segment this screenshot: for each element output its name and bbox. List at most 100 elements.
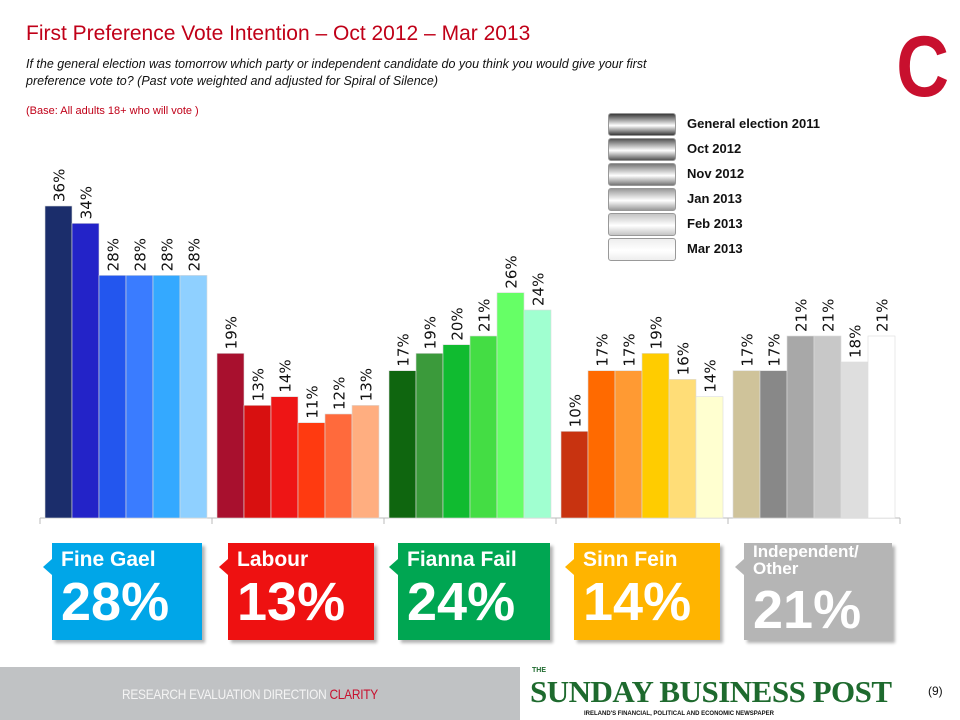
party-name: Fine Gael	[61, 548, 156, 571]
party-percent: 14%	[583, 572, 692, 632]
data-label: 14%	[277, 359, 295, 392]
bar	[523, 309, 552, 519]
data-label: 17%	[739, 333, 757, 366]
legend-item: General election 2011	[607, 112, 871, 137]
data-label: 17%	[594, 333, 612, 366]
question-text: If the general election was tomorrow whi…	[26, 57, 647, 88]
data-label: 14%	[702, 359, 720, 392]
bar	[179, 275, 208, 519]
publisher-logo: SUNDAY BUSINESS POST	[530, 674, 892, 709]
bar	[732, 370, 761, 519]
summary-box: Sinn Fein 14%	[565, 543, 720, 640]
bar	[469, 335, 498, 519]
data-label: 17%	[766, 333, 784, 366]
data-label: 28%	[105, 238, 123, 271]
data-label: 28%	[132, 238, 150, 271]
bar	[44, 205, 73, 519]
footer-tagline: RESEARCH EVALUATION DIRECTION CLARITY	[122, 686, 378, 702]
bar	[442, 344, 471, 519]
data-label: 13%	[250, 368, 268, 401]
bar	[759, 370, 788, 519]
legend-label: Feb 2013	[687, 216, 743, 231]
bar	[415, 353, 444, 519]
page-number: (9)	[928, 684, 943, 698]
legend-item: Nov 2012	[607, 162, 871, 187]
legend-label: Oct 2012	[687, 141, 742, 156]
legend-item: Mar 2013	[607, 237, 871, 262]
summary-box: Labour 13%	[219, 543, 374, 640]
bar	[813, 335, 842, 519]
data-label: 17%	[621, 333, 639, 366]
bar	[587, 370, 616, 519]
data-label: 19%	[648, 316, 666, 349]
bar	[560, 431, 589, 519]
legend-item: Jan 2013	[607, 187, 871, 212]
bar	[324, 413, 353, 519]
bar	[641, 353, 670, 519]
data-label: 10%	[567, 394, 585, 427]
legend-label: Nov 2012	[687, 166, 745, 181]
data-label: 36%	[51, 169, 69, 202]
data-label: 16%	[675, 342, 693, 375]
party-percent: 21%	[753, 580, 862, 640]
pointer-arrow-icon	[735, 559, 744, 575]
bar	[351, 405, 380, 519]
page-title: First Preference Vote Intention – Oct 20…	[26, 22, 531, 45]
legend-swatch	[608, 238, 676, 261]
legend-label: Mar 2013	[687, 241, 743, 256]
bar	[695, 396, 724, 519]
data-label: 12%	[331, 377, 349, 410]
party-name: Fianna Fail	[407, 548, 517, 571]
legend-swatch	[608, 188, 676, 211]
bar	[668, 379, 697, 519]
bar	[786, 335, 815, 519]
base-note: (Base: All adults 18+ who will vote )	[26, 105, 199, 117]
publisher-prefix: THE	[532, 667, 546, 674]
data-label: 21%	[874, 299, 892, 332]
data-label: 28%	[186, 238, 204, 271]
legend-swatch	[608, 138, 676, 161]
legend-item: Oct 2012	[607, 137, 871, 162]
data-label: 20%	[449, 307, 467, 340]
bar	[614, 370, 643, 519]
legend-item: Feb 2013	[607, 212, 871, 237]
party-percent: 28%	[61, 572, 170, 632]
bar	[216, 353, 245, 519]
legend-swatch	[608, 213, 676, 236]
publisher-tagline: IRELAND'S FINANCIAL, POLITICAL AND ECONO…	[584, 711, 774, 717]
legend-label: General election 2011	[687, 116, 820, 131]
bar	[270, 396, 299, 519]
bar	[152, 275, 181, 519]
bar-chart: 36% 34% 28% 28% 28% 28% 19% 13% 14% 11% 12% 13% 17% 1…	[39, 169, 901, 524]
bar	[496, 292, 525, 519]
pointer-arrow-icon	[565, 559, 574, 575]
bar	[71, 223, 100, 519]
data-label: 21%	[793, 299, 811, 332]
data-label: 19%	[223, 316, 241, 349]
legend-label: Jan 2013	[687, 191, 742, 206]
bar	[867, 335, 896, 519]
party-name: Labour	[237, 548, 309, 571]
party-name: Sinn Fein	[583, 548, 678, 571]
data-label: 17%	[395, 333, 413, 366]
data-label: 34%	[78, 186, 96, 219]
party-percent: 24%	[407, 572, 516, 632]
data-label: 18%	[847, 325, 865, 358]
footer: RESEARCH EVALUATION DIRECTION CLARITY TH…	[0, 667, 960, 720]
pointer-arrow-icon	[43, 559, 52, 575]
data-label: 21%	[476, 299, 494, 332]
summary-box: Fine Gael 28%	[43, 543, 202, 640]
bar	[243, 405, 272, 519]
legend-swatch	[608, 113, 676, 136]
data-label: 24%	[530, 273, 548, 306]
party-percent: 13%	[237, 572, 346, 632]
pointer-arrow-icon	[389, 559, 398, 575]
data-label: 26%	[503, 255, 521, 288]
party-name: Independent/ Other	[753, 542, 859, 578]
bar	[297, 422, 326, 519]
summary-box: Independent/ Other 21%	[735, 542, 892, 640]
bar	[388, 370, 417, 519]
data-label: 13%	[358, 368, 376, 401]
chart-legend: General election 2011 Oct 2012 Nov 2012 Jan…	[607, 112, 871, 262]
data-label: 28%	[159, 238, 177, 271]
